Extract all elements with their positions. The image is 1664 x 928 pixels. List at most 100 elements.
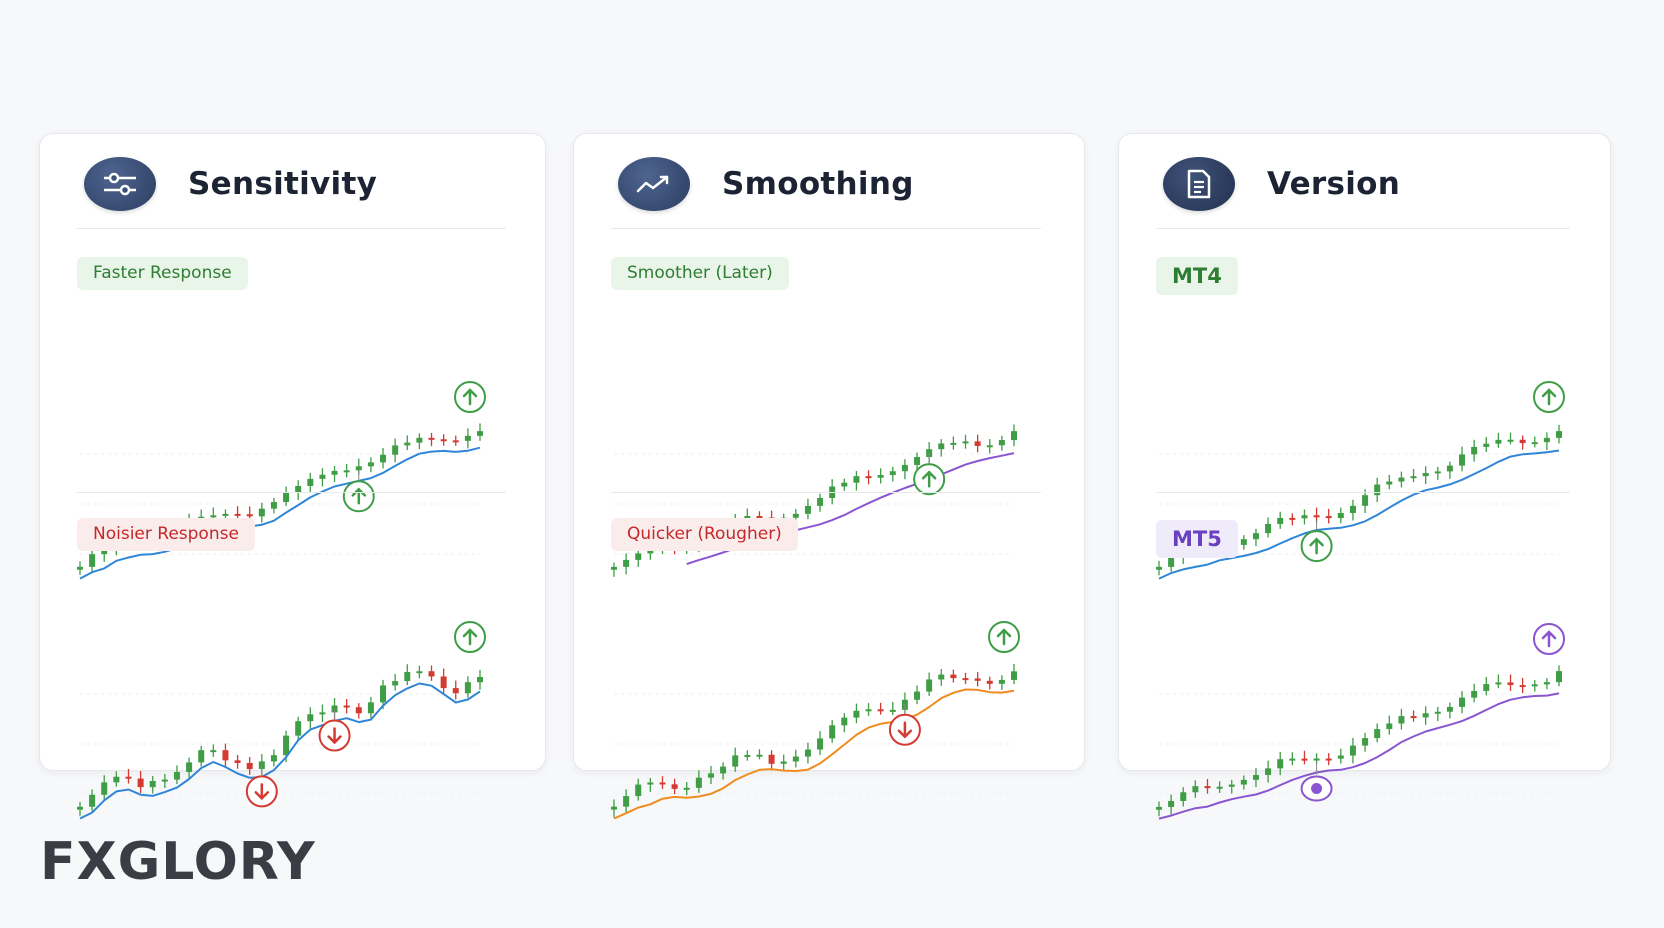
- candle: [623, 559, 630, 567]
- candle: [1398, 716, 1405, 724]
- candle: [1483, 684, 1490, 691]
- candle: [392, 681, 399, 686]
- candle: [464, 435, 471, 441]
- candle: [101, 782, 108, 795]
- candle: [1495, 439, 1502, 444]
- candle: [258, 761, 265, 770]
- candle: [1011, 671, 1017, 680]
- candle: [1531, 442, 1538, 445]
- candle: [744, 515, 751, 520]
- version-card: Version MT4 MT5: [1118, 133, 1611, 820]
- candle: [307, 714, 314, 722]
- candle: [258, 508, 265, 517]
- candle: [1168, 555, 1175, 567]
- candle: [234, 513, 241, 516]
- candle: [440, 439, 447, 442]
- candle: [1471, 446, 1478, 455]
- candle: [319, 474, 326, 479]
- candle: [1277, 517, 1284, 524]
- candle: [1313, 515, 1320, 518]
- indicator-line: [1158, 449, 1560, 580]
- candle: [404, 672, 411, 682]
- candle: [780, 761, 787, 764]
- candle: [1277, 759, 1284, 769]
- candle: [270, 755, 277, 762]
- version-mt5-chart: [1156, 623, 1565, 820]
- candle: [1240, 779, 1247, 785]
- candle: [817, 738, 824, 750]
- candle: [1228, 784, 1235, 787]
- candle: [1325, 516, 1332, 519]
- candle: [1265, 768, 1272, 775]
- trend-up-icon: [454, 381, 486, 413]
- candle: [1459, 697, 1466, 707]
- candle: [440, 676, 447, 689]
- candle: [1289, 758, 1296, 761]
- candle: [125, 776, 132, 779]
- buy-signal-icon: [1300, 530, 1333, 563]
- candle: [744, 754, 751, 757]
- candle: [1556, 671, 1562, 683]
- candle: [1495, 682, 1502, 685]
- candle: [1240, 539, 1247, 545]
- candle: [1362, 495, 1369, 506]
- indicator-line: [1158, 692, 1560, 820]
- candle: [877, 709, 884, 712]
- sell-signal-icon: [888, 713, 921, 746]
- candle: [101, 549, 108, 555]
- sensitivity-noisy-chart: [77, 621, 486, 820]
- candle: [1204, 786, 1211, 789]
- sell-signal-icon: [318, 719, 351, 752]
- candle: [938, 443, 945, 450]
- candle: [1434, 711, 1441, 714]
- mt5-tag: MT5: [1156, 520, 1238, 558]
- candle: [367, 702, 374, 714]
- candle: [428, 671, 435, 677]
- candle: [1168, 800, 1175, 807]
- candle: [865, 476, 872, 479]
- candle: [1446, 465, 1453, 472]
- candle: [1422, 713, 1429, 718]
- indicator-line: [613, 688, 1015, 820]
- candle: [659, 782, 666, 785]
- candle: [1519, 439, 1526, 444]
- candle: [962, 441, 969, 444]
- candle: [477, 677, 483, 683]
- candle: [452, 440, 459, 443]
- candle: [1349, 745, 1356, 756]
- candle: [841, 717, 848, 726]
- candle: [331, 470, 338, 475]
- candle: [841, 482, 848, 487]
- candle: [623, 796, 630, 807]
- smoother-later-tag: Smoother (Later): [611, 257, 789, 290]
- candle: [210, 515, 217, 518]
- trend-up-icon: [1533, 623, 1565, 655]
- candle: [1180, 792, 1187, 801]
- version-mt4-chart: [1156, 381, 1565, 580]
- candle: [671, 784, 678, 789]
- trend-up-icon: [988, 621, 1020, 653]
- candle: [986, 445, 993, 448]
- candle: [246, 514, 253, 517]
- candle: [1337, 755, 1344, 759]
- faster-response-tag: Faster Response: [77, 257, 248, 290]
- fxglory-logo: FXGLORY: [40, 832, 316, 892]
- indicator-line: [79, 446, 481, 580]
- candle: [974, 678, 981, 681]
- candle: [635, 553, 642, 560]
- candle: [295, 721, 302, 736]
- candle: [283, 492, 290, 503]
- candle: [1507, 439, 1514, 442]
- mt4-tag: MT4: [1156, 257, 1238, 295]
- candle: [1265, 523, 1272, 534]
- smoothing-card: Smoothing Smoother (Later) Quicker (Roug…: [573, 133, 1085, 820]
- candle: [647, 782, 654, 785]
- candle: [1543, 682, 1550, 685]
- candle: [113, 776, 120, 783]
- candle: [404, 442, 411, 446]
- candle: [222, 750, 229, 761]
- candle: [732, 755, 739, 767]
- candle: [829, 725, 836, 739]
- candle: [1543, 437, 1550, 443]
- candle: [707, 773, 714, 778]
